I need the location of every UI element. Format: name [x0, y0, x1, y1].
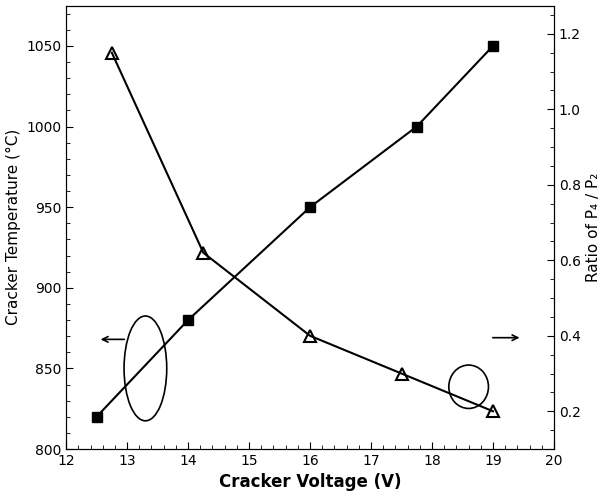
Y-axis label: Cracker Temperature (°C): Cracker Temperature (°C): [5, 129, 21, 326]
X-axis label: Cracker Voltage (V): Cracker Voltage (V): [219, 474, 401, 492]
Y-axis label: Ratio of P₄ / P₂: Ratio of P₄ / P₂: [586, 172, 602, 282]
